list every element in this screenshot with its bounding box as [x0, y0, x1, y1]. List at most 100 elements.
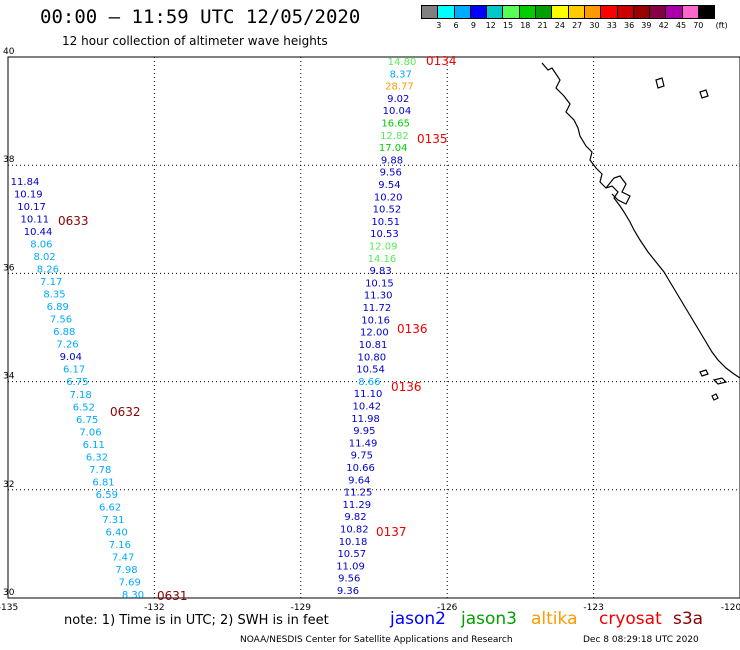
longitude-tick-label: -120	[721, 603, 740, 613]
longitude-tick-label: -123	[583, 603, 603, 613]
colorbar-label: 45	[675, 21, 687, 30]
wave-height-label: 6.11	[83, 440, 105, 451]
wave-height-label: 7.18	[70, 390, 92, 401]
legend-item-s3a: s3a	[673, 609, 704, 629]
note-text: note: 1) Time is in UTC; 2) SWH is in fe…	[64, 613, 329, 628]
colorbar-label: 24	[554, 21, 565, 30]
colorbar-label: 30	[589, 21, 600, 30]
coastline	[541, 62, 740, 401]
pass-time-label: 0633	[58, 214, 89, 228]
wave-height-label: 6.32	[86, 452, 108, 463]
latitude-tick-label: 30	[3, 588, 15, 598]
wave-height-label: 6.40	[106, 527, 128, 538]
wave-height-label: 6.81	[92, 477, 114, 488]
track-west: 11.8410.1910.1710.1110.448.068.028.267.1…	[11, 177, 188, 603]
longitude-tick-labels: -135 -132 -129 -126 -123 -120	[0, 603, 740, 613]
wave-height-label: 17.04	[379, 143, 408, 154]
colorbar-label: 27	[572, 21, 583, 30]
map-title: 00:00 – 11:59 UTC 12/05/2020	[40, 6, 361, 28]
wave-height-label: 7.06	[79, 427, 101, 438]
wave-height-label: 11.29	[342, 500, 371, 511]
colorbar-label: 6	[453, 21, 459, 30]
wave-height-label: 11.25	[344, 488, 373, 499]
wave-height-label: 10.17	[17, 202, 46, 213]
wave-height-label: 7.26	[56, 340, 78, 351]
wave-height-label: 14.16	[368, 254, 397, 265]
wave-height-label: 6.62	[99, 502, 121, 513]
wave-height-label: 10.19	[14, 190, 43, 201]
wave-height-label: 10.04	[383, 106, 412, 117]
sf-bay	[605, 175, 631, 205]
wave-height-label: 10.57	[337, 549, 366, 560]
wave-height-label: 10.11	[20, 215, 49, 226]
wave-height-label: 16.65	[381, 119, 410, 130]
wave-height-label: 9.56	[338, 574, 360, 585]
pass-time-label: 0134	[426, 54, 457, 68]
wave-height-label: 10.51	[371, 217, 400, 228]
wave-height-label: 8.35	[43, 290, 65, 301]
wave-height-label: 10.20	[374, 192, 403, 203]
wave-height-label: 8.30	[122, 590, 144, 601]
wave-height-label: 8.66	[358, 377, 380, 388]
wave-height-label: 11.84	[11, 177, 40, 188]
wave-height-label: 9.75	[351, 451, 373, 462]
wave-height-label: 9.88	[381, 155, 403, 166]
track-east: 14.808.3728.779.0210.0416.6512.8217.049.…	[336, 54, 456, 597]
wave-height-label: 9.95	[353, 426, 375, 437]
colorbar-label: 9	[470, 21, 476, 30]
footer-timestamp: Dec 8 08:29:18 UTC 2020	[583, 635, 699, 645]
wave-height-label: 7.78	[89, 465, 111, 476]
wave-height-label: 8.06	[30, 240, 52, 251]
wave-height-label: 6.59	[96, 490, 118, 501]
footer-credit: NOAA/NESDIS Center for Satellite Applica…	[240, 635, 513, 645]
wave-height-label: 9.83	[370, 266, 392, 277]
wave-height-label: 28.77	[385, 82, 414, 93]
colorbar-swatch	[698, 5, 716, 19]
wave-height-label: 9.56	[380, 168, 402, 179]
wave-height-label: 7.17	[40, 277, 62, 288]
wave-height-label: 9.02	[387, 94, 409, 105]
longitude-tick-label: -129	[291, 603, 312, 613]
wave-height-label: 10.80	[358, 352, 387, 363]
wave-height-label: 6.75	[66, 377, 88, 388]
wave-height-label: 11.10	[354, 389, 383, 400]
wave-height-label: 11.30	[364, 291, 393, 302]
wave-height-label: 9.36	[337, 586, 359, 597]
wave-height-label: 7.98	[115, 565, 137, 576]
wave-height-label: 8.26	[37, 265, 59, 276]
wave-height-label: 12.00	[360, 328, 389, 339]
lake-1	[655, 77, 665, 89]
california-coast	[541, 62, 740, 379]
latitude-tick-label: 38	[3, 155, 15, 165]
colorbar-label: 21	[537, 21, 548, 30]
channel-island-1	[712, 377, 728, 385]
wave-height-label: 8.37	[390, 69, 412, 80]
wave-height-label: 10.53	[370, 229, 399, 240]
pass-time-label: 0137	[376, 525, 407, 539]
colorbar-label: 12	[485, 21, 496, 30]
wave-height-colorbar	[421, 5, 716, 19]
pass-time-label: 0632	[110, 405, 141, 419]
colorbar-label: 33	[606, 21, 617, 30]
wave-height-label: 7.31	[102, 515, 124, 526]
wave-height-label: 6.17	[63, 365, 85, 376]
latitude-tick-label: 36	[3, 263, 15, 273]
legend-item-altika: altika	[531, 609, 578, 629]
colorbar-label: 70	[693, 21, 704, 30]
legend-item-cryosat: cryosat	[599, 609, 662, 629]
pass-time-label: 0136	[397, 322, 428, 336]
wave-height-label: 6.89	[47, 302, 69, 313]
wave-height-label: 7.56	[50, 315, 72, 326]
colorbar-label: 18	[520, 21, 531, 30]
latitude-tick-label: 40	[3, 47, 15, 57]
colorbar-label: 3	[436, 21, 442, 30]
wave-height-label: 7.69	[119, 577, 141, 588]
latitude-tick-label: 34	[3, 372, 15, 382]
wave-height-label: 7.16	[109, 540, 131, 551]
colorbar-label: 36	[624, 21, 635, 30]
pass-time-label: 0136	[391, 380, 422, 394]
wave-height-label: 10.16	[361, 315, 390, 326]
wave-height-label: 9.82	[344, 512, 366, 523]
wave-height-label: 10.66	[346, 463, 375, 474]
